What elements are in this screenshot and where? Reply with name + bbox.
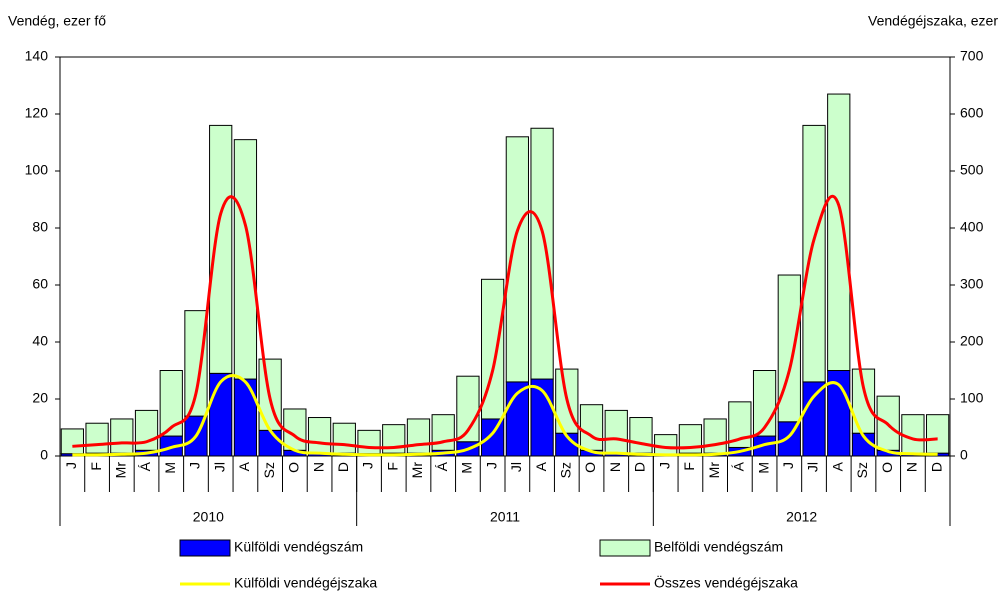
x-tick-label: M [162, 462, 178, 474]
x-tick-label: Á [731, 461, 747, 471]
bar [307, 417, 332, 454]
legend-swatch [599, 539, 651, 557]
bar [357, 429, 381, 455]
x-tick-label: Jl [805, 462, 821, 472]
bar [110, 418, 134, 454]
x-tick-label: Jl [508, 462, 524, 472]
bar [85, 422, 109, 454]
y-tick-label: 120 [25, 105, 49, 121]
x-tick-label: O [879, 462, 895, 473]
y2-tick-label: 100 [960, 390, 984, 406]
bar [851, 368, 876, 434]
bar [209, 372, 233, 457]
bar [530, 127, 554, 380]
bar [233, 139, 258, 380]
x-tick-label: Sz [261, 462, 277, 478]
x-tick-label: A [236, 461, 252, 471]
x-tick-label: D [335, 462, 351, 472]
x-tick-label: Á [137, 461, 153, 471]
y2-tick-label: 400 [960, 219, 984, 235]
bar [604, 409, 628, 454]
x-tick-label: J [360, 462, 376, 469]
bar [184, 310, 208, 417]
line-series [72, 194, 938, 450]
y2-tick-label: 500 [960, 162, 984, 178]
x-tick-label: F [384, 462, 400, 471]
x-tick-label: D [928, 462, 944, 472]
x-tick-label: J [483, 462, 499, 469]
x-tick-label: M [755, 462, 771, 474]
legend-label: Külföldi vendégéjszaka [234, 575, 377, 591]
x-tick-label: Sz [558, 462, 574, 478]
x-tick-label: F [88, 462, 104, 471]
bar [481, 278, 505, 420]
x-tick-label: J [63, 462, 79, 469]
x-tick-label: A [533, 461, 549, 471]
x-tick-label: Sz [854, 462, 870, 478]
x-tick-label: Jl [211, 462, 227, 472]
bar [926, 414, 950, 454]
bar [629, 417, 653, 454]
y2-axis-label: Vendégéjszaka, ezer [868, 13, 998, 29]
y-axis-label: Vendég, ezer fő [8, 13, 106, 29]
x-tick-label: F [681, 462, 697, 471]
x-tick-label: Mr [113, 462, 129, 479]
y-tick-label: 60 [32, 276, 48, 292]
x-tick-label: Mr [706, 462, 722, 479]
bar [728, 401, 752, 448]
legend-label: Külföldi vendégszám [234, 539, 363, 555]
bar [654, 434, 678, 456]
x-tick-label: J [780, 462, 796, 469]
bar [233, 378, 258, 457]
x-tick-label: Á [434, 461, 450, 471]
line-series [72, 373, 938, 457]
bar [505, 136, 529, 383]
bar [431, 414, 455, 451]
bar [481, 418, 505, 457]
x-tick-label: Mr [409, 462, 425, 479]
x-tick-label: A [829, 461, 845, 471]
x-tick-label: N [310, 462, 326, 472]
x-tick-label: J [187, 462, 203, 469]
group-label: 2010 [193, 509, 224, 525]
y-tick-label: 100 [25, 162, 49, 178]
y2-tick-label: 300 [960, 276, 984, 292]
bar [827, 93, 851, 372]
y-tick-label: 0 [40, 447, 48, 463]
group-label: 2011 [490, 509, 520, 525]
y2-tick-label: 200 [960, 333, 984, 349]
legend-swatch [179, 539, 231, 557]
legend-label: Összes vendégéjszaka [654, 574, 798, 591]
group-label: 2012 [786, 509, 817, 525]
bar [209, 124, 233, 374]
bar [406, 418, 431, 454]
y-tick-label: 80 [32, 219, 48, 235]
bar [159, 370, 183, 437]
bar [258, 429, 282, 457]
legend-label: Belföldi vendégszám [654, 539, 783, 555]
bar [802, 381, 826, 457]
y-tick-label: 40 [32, 333, 48, 349]
y2-tick-label: 0 [960, 447, 968, 463]
bar [802, 124, 826, 383]
bar [579, 404, 604, 451]
x-tick-label: N [904, 462, 920, 472]
x-tick-label: N [607, 462, 623, 472]
x-tick-label: M [459, 462, 475, 474]
bar [60, 428, 84, 455]
x-tick-label: O [582, 462, 598, 473]
y2-tick-label: 700 [960, 48, 984, 64]
y-tick-label: 140 [25, 48, 49, 64]
bar [703, 418, 727, 454]
x-tick-label: J [656, 462, 672, 469]
bar [777, 274, 801, 423]
x-tick-label: O [286, 462, 302, 473]
x-tick-label: D [632, 462, 648, 472]
bar [901, 414, 925, 454]
bar [332, 422, 356, 454]
y2-tick-label: 600 [960, 105, 984, 121]
y-tick-label: 20 [32, 390, 48, 406]
